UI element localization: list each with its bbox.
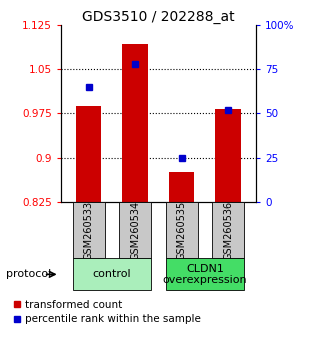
Bar (122, 44, 148, 202)
Bar (215, 109, 241, 202)
Bar (119, 202, 151, 258)
Bar (73, 258, 151, 290)
Legend: transformed count, percentile rank within the sample: transformed count, percentile rank withi… (12, 299, 202, 325)
Bar (76, 105, 101, 202)
Text: control: control (92, 269, 131, 279)
Bar (166, 258, 244, 290)
Title: GDS3510 / 202288_at: GDS3510 / 202288_at (82, 10, 235, 24)
Bar (169, 172, 195, 202)
Bar (73, 202, 105, 258)
Text: CLDN1
overexpression: CLDN1 overexpression (163, 263, 247, 285)
Text: GSM260533: GSM260533 (84, 200, 94, 260)
Text: GSM260536: GSM260536 (223, 200, 233, 260)
Text: GSM260534: GSM260534 (130, 200, 140, 260)
Text: GSM260535: GSM260535 (177, 200, 187, 260)
Text: protocol: protocol (6, 269, 52, 279)
Bar (166, 202, 198, 258)
Bar (212, 202, 244, 258)
